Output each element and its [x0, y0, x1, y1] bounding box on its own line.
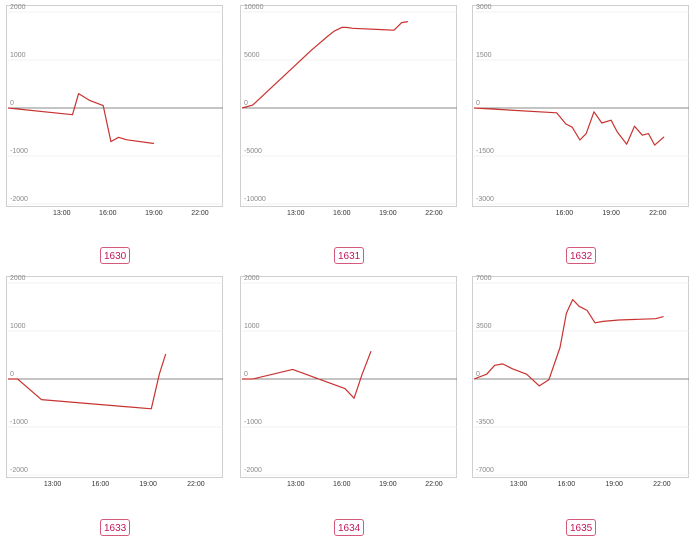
chart-panel-1633: 2000 1000 0 -1000 -2000 13:00 16:00 19:00 22:00 — [6, 275, 223, 488]
y-tick-label: 5000 — [244, 52, 260, 59]
x-tick-label: 19:00 — [379, 210, 397, 217]
chart-panel-1635: 7000 3500 0 -3500 -7000 13:00 16:00 19:00 22:00 — [472, 275, 689, 488]
y-tick-label: 1500 — [476, 52, 492, 59]
chart-svg-1635: 7000 3500 0 -3500 -7000 13:00 16:00 19:00 22:00 — [473, 275, 689, 488]
y-tick-label: -2000 — [244, 467, 262, 474]
series-line — [7, 92, 154, 145]
y-tick-label: -3000 — [476, 196, 494, 203]
y-tick-label: 0 — [244, 371, 248, 378]
y-tick-label: -3500 — [476, 419, 494, 426]
y-tick-label: -2000 — [10, 467, 28, 474]
y-tick-label: 3500 — [476, 323, 492, 330]
y-tick-label: 10000 — [244, 4, 264, 11]
chart-id-badge-1631[interactable]: 1631 — [334, 247, 365, 264]
y-tick-label: -1000 — [10, 419, 28, 426]
y-tick-label: 0 — [10, 100, 14, 107]
chart-panel-1631: 10000 5000 0 -5000 -10000 13:00 16:00 19:00 22:0… — [240, 4, 457, 217]
y-tick-label: 0 — [476, 371, 480, 378]
y-tick-label: 1000 — [244, 323, 260, 330]
chart-panel-1634: 2000 1000 0 -1000 -2000 13:00 16:00 19:00 22:00 — [240, 275, 457, 488]
chart-panel-1632: 3000 1500 0 -1500 -3000 16:00 19:00 22:00 — [472, 4, 689, 217]
y-tick-label: -5000 — [244, 148, 262, 155]
y-tick-label: 2000 — [244, 275, 260, 282]
x-tick-label: 16:00 — [558, 481, 576, 488]
y-tick-label: 1000 — [10, 52, 26, 59]
x-tick-label: 22:00 — [649, 210, 667, 217]
series-line — [8, 353, 167, 410]
x-tick-label: 16:00 — [333, 481, 351, 488]
series-line — [473, 107, 665, 146]
x-tick-label: 22:00 — [425, 210, 443, 217]
y-tick-label: 0 — [244, 100, 248, 107]
x-tick-label: 19:00 — [602, 210, 620, 217]
chart-svg-1633: 2000 1000 0 -1000 -2000 13:00 16:00 19:00 22:00 — [8, 275, 223, 488]
x-tick-label: 22:00 — [653, 481, 671, 488]
chart-id-badge-1630[interactable]: 1630 — [100, 247, 131, 264]
x-tick-label: 13:00 — [510, 481, 528, 488]
x-tick-label: 22:00 — [425, 481, 443, 488]
chart-svg-1631: 10000 5000 0 -5000 -10000 13:00 16:00 19:00 22:0… — [241, 4, 457, 217]
chart-panel-1630: 2000 1000 0 -1000 -2000 13:00 16:00 19:00 22:00 — [6, 4, 223, 217]
chart-id-badge-1635[interactable]: 1635 — [566, 519, 597, 536]
y-tick-label: 1000 — [10, 323, 26, 330]
x-tick-label: 19:00 — [139, 481, 157, 488]
chart-id-badge-1633[interactable]: 1633 — [100, 519, 131, 536]
y-tick-label: -1000 — [244, 419, 262, 426]
y-tick-label: -1500 — [476, 148, 494, 155]
y-tick-label: 0 — [10, 371, 14, 378]
chart-svg-1630: 2000 1000 0 -1000 -2000 13:00 16:00 19:00 22:00 — [7, 4, 223, 217]
y-tick-label: 3000 — [476, 4, 492, 11]
series-line — [241, 21, 408, 109]
y-tick-label: -1000 — [10, 148, 28, 155]
y-tick-label: 2000 — [10, 4, 26, 11]
x-tick-label: 16:00 — [99, 210, 117, 217]
y-tick-label: 7000 — [476, 275, 492, 282]
chart-id-badge-1634[interactable]: 1634 — [334, 519, 365, 536]
x-tick-label: 13:00 — [287, 481, 305, 488]
x-tick-label: 16:00 — [333, 210, 351, 217]
x-tick-label: 19:00 — [379, 481, 397, 488]
y-tick-label: -10000 — [244, 196, 266, 203]
y-tick-label: -2000 — [10, 196, 28, 203]
y-tick-label: 0 — [476, 100, 480, 107]
x-tick-label: 13:00 — [44, 481, 62, 488]
x-tick-label: 19:00 — [605, 481, 623, 488]
y-tick-label: 2000 — [10, 275, 26, 282]
x-tick-label: 13:00 — [53, 210, 71, 217]
chart-svg-1632: 3000 1500 0 -1500 -3000 16:00 19:00 22:00 — [473, 4, 689, 217]
x-tick-label: 16:00 — [556, 210, 574, 217]
series-line — [242, 350, 372, 399]
x-tick-label: 16:00 — [92, 481, 110, 488]
series-line — [473, 298, 664, 387]
x-tick-label: 19:00 — [145, 210, 163, 217]
chart-id-badge-1632[interactable]: 1632 — [566, 247, 597, 264]
y-tick-label: -7000 — [476, 467, 494, 474]
x-tick-label: 22:00 — [191, 210, 209, 217]
x-tick-label: 13:00 — [287, 210, 305, 217]
chart-svg-1634: 2000 1000 0 -1000 -2000 13:00 16:00 19:00 22:00 — [242, 275, 457, 488]
x-tick-label: 22:00 — [187, 481, 205, 488]
